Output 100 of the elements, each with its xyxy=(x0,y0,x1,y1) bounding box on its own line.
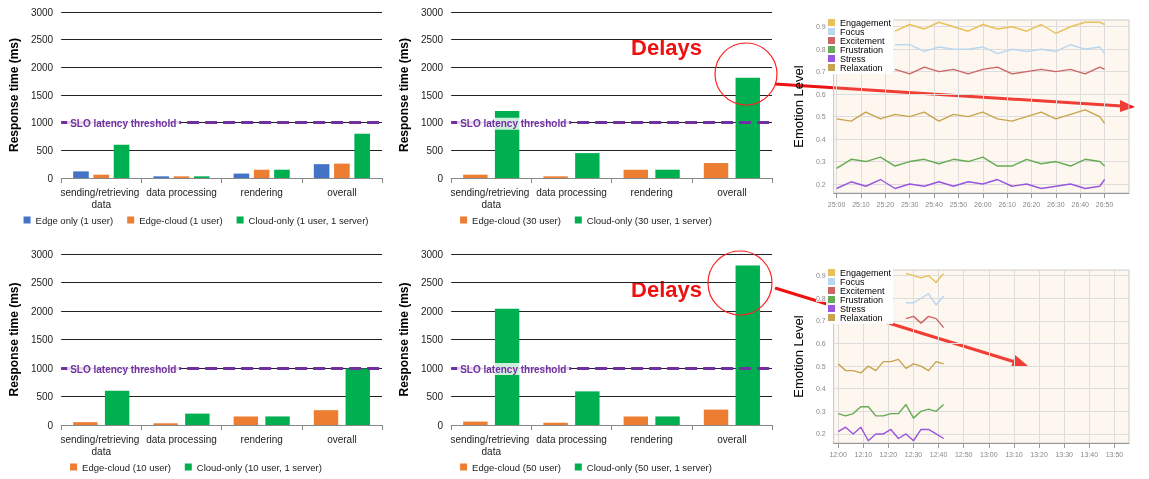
legend-label: Engagement xyxy=(840,17,892,28)
bar xyxy=(575,153,600,178)
y-tick-label: 3000 xyxy=(420,6,444,18)
x-tick-label: sending/retrieving data xyxy=(450,433,533,457)
legend-label: Excitement xyxy=(840,285,886,296)
bar xyxy=(104,390,130,425)
x-tick-label: sending/retrieving data xyxy=(60,186,143,210)
y-tick-label: 2000 xyxy=(30,61,54,73)
line-series xyxy=(837,358,945,374)
y-axis-title: Response time (ms) xyxy=(7,37,21,153)
legend-label: Cloud-only (30 user, 1 server) xyxy=(586,214,712,226)
legend-label: Focus xyxy=(840,276,866,287)
y-tick-label: 3000 xyxy=(30,6,54,18)
y-tick-label: 2500 xyxy=(420,277,444,288)
bar xyxy=(73,422,98,425)
y-tick-label: 500 xyxy=(36,391,54,402)
legend-label: Edge-cloud (1 user) xyxy=(139,214,223,226)
ref-line-label: SLO latency threshold xyxy=(70,118,177,130)
x-tick-label: overall xyxy=(327,186,357,198)
bar xyxy=(354,133,370,178)
line-series xyxy=(905,272,945,284)
legend-label: Cloud-only (1 user, 1 server) xyxy=(248,214,369,226)
bar xyxy=(703,163,729,178)
bar xyxy=(735,265,760,425)
ref-line-label: SLO latency threshold xyxy=(70,363,177,375)
y-tick-label: 1500 xyxy=(420,334,444,345)
y-tick-label: 1500 xyxy=(30,334,54,345)
y-tick-label: 1000 xyxy=(30,362,54,374)
bar xyxy=(735,77,760,178)
y-tick-label: 2500 xyxy=(30,277,54,288)
legend-label: Relaxation xyxy=(840,312,883,323)
bar xyxy=(313,410,339,425)
legend-label: Focus xyxy=(840,26,866,37)
legend-label: Excitement xyxy=(840,35,886,46)
line-series xyxy=(894,44,1106,55)
x-tick-label: overall xyxy=(717,186,747,198)
x-tick-label: sending/retrieving data xyxy=(60,433,143,457)
y-tick-label: 1500 xyxy=(420,89,444,101)
y-tick-label: 2000 xyxy=(30,305,54,317)
annotation: Delays xyxy=(631,34,703,60)
line-series xyxy=(894,66,1106,75)
line-series xyxy=(894,21,1106,35)
legend-label: Relaxation xyxy=(840,62,883,73)
line-series xyxy=(835,109,1106,125)
x-tick-label: data processing xyxy=(146,433,217,445)
line-series xyxy=(835,178,1106,190)
legend-label: Cloud-only (10 user, 1 server) xyxy=(196,461,322,473)
x-tick-label: data processing xyxy=(536,433,607,445)
y-tick-label: 2500 xyxy=(30,34,54,46)
y-tick-label: 0 xyxy=(47,172,54,184)
bar xyxy=(655,169,680,178)
bar xyxy=(463,421,488,425)
y-axis-title: Emotion Level xyxy=(791,65,806,148)
bar xyxy=(345,368,370,425)
x-tick-label: overall xyxy=(327,433,357,445)
x-tick-label: rendering xyxy=(630,186,673,198)
bar xyxy=(655,416,680,425)
y-axis-title: Response time (ms) xyxy=(7,282,21,397)
line-series xyxy=(837,426,945,442)
bar xyxy=(253,169,270,178)
bar xyxy=(73,171,89,178)
legend-label: Stress xyxy=(840,53,867,64)
line-series xyxy=(905,293,945,306)
legend-label: Edge-cloud (30 user) xyxy=(472,214,561,226)
x-tick-label: data processing xyxy=(146,186,217,198)
bar xyxy=(93,174,110,178)
line-series xyxy=(837,403,945,419)
legend-label: Edge only (1 user) xyxy=(35,214,114,226)
x-tick-label: rendering xyxy=(630,433,673,445)
y-tick-label: 1000 xyxy=(30,117,54,129)
y-axis-title: Response time (ms) xyxy=(397,37,411,153)
x-tick-label: rendering xyxy=(240,186,283,198)
bar xyxy=(185,413,210,425)
bar xyxy=(703,409,729,425)
y-tick-label: 2000 xyxy=(420,305,444,317)
line-series xyxy=(905,315,945,329)
x-tick-label: sending/retrieving data xyxy=(450,186,533,210)
x-tick-label: overall xyxy=(717,433,747,445)
y-tick-label: 3000 xyxy=(420,248,444,260)
legend-label: Stress xyxy=(840,303,867,314)
bar xyxy=(113,144,130,178)
y-axis-title: Response time (ms) xyxy=(397,282,411,397)
x-tick-label: rendering xyxy=(240,433,283,445)
y-tick-label: 3000 xyxy=(30,248,54,260)
y-tick-label: 2000 xyxy=(420,61,444,73)
ref-line-label: SLO latency threshold xyxy=(460,118,567,130)
legend-label: Frustration xyxy=(840,294,884,305)
bar xyxy=(233,416,259,425)
bar xyxy=(463,174,488,178)
bar xyxy=(623,169,649,178)
legend-label: Cloud-only (50 user, 1 server) xyxy=(586,461,712,473)
bar xyxy=(623,416,649,425)
y-tick-label: 500 xyxy=(426,391,444,402)
legend-label: Frustration xyxy=(840,44,884,55)
y-tick-label: 1500 xyxy=(30,89,54,101)
y-tick-label: 500 xyxy=(426,144,444,156)
y-tick-label: 2500 xyxy=(420,34,444,46)
y-tick-label: 0 xyxy=(47,419,54,431)
bar xyxy=(313,164,330,178)
legend-label: Edge-cloud (50 user) xyxy=(472,461,561,473)
